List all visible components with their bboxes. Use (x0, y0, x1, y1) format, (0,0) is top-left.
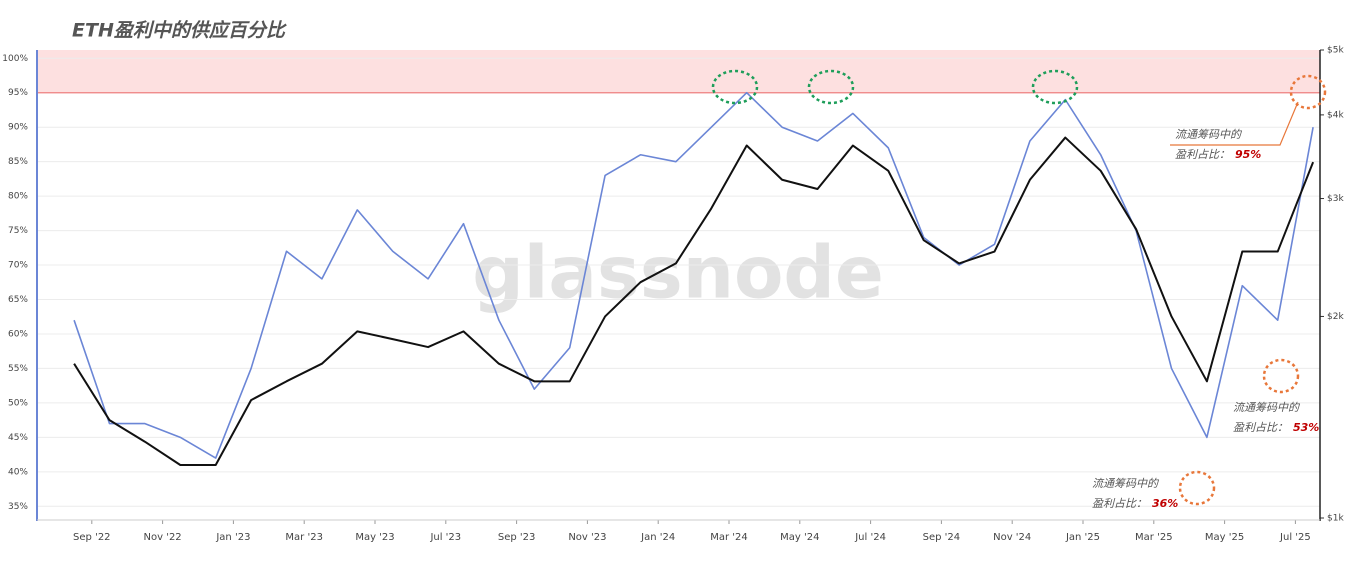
y-tick-label: 90% (8, 123, 28, 133)
x-tick-label: May '23 (355, 532, 394, 543)
x-tick-label: Nov '23 (568, 532, 606, 543)
x-tick-label: Nov '22 (144, 532, 182, 543)
y-tick-label: 35% (8, 502, 28, 512)
y-tick-label: 50% (8, 398, 28, 408)
x-tick-label: May '25 (1205, 532, 1244, 543)
line-series (73, 91, 1314, 459)
y2-tick-label: $5k (1327, 46, 1344, 56)
x-tick-label: Jul '24 (854, 532, 886, 543)
peak-circle (1031, 69, 1079, 105)
x-tick-label: Jan '25 (1065, 532, 1100, 543)
annotation-text: 盈利占比： (1092, 497, 1147, 510)
x-tick-label: Nov '24 (993, 532, 1031, 543)
threshold-band (37, 50, 1320, 93)
annotation-circle (1262, 358, 1300, 394)
peak-circle (711, 69, 759, 105)
annotation-circle (1289, 74, 1327, 110)
annotation-circle (1178, 470, 1216, 506)
y-tick-label: 55% (8, 364, 28, 374)
annotation-text: 流通筹码中的 (1233, 401, 1301, 414)
x-tick-label: Jan '23 (215, 532, 250, 543)
y-tick-label: 75% (8, 226, 28, 236)
y-tick-label: 65% (8, 295, 28, 305)
annotation-value: 36% (1152, 497, 1178, 510)
chart-title: ETH盈利中的供应百分比 (72, 20, 287, 42)
watermark: glassnode (472, 231, 884, 315)
y-tick-label: 60% (8, 329, 28, 339)
x-tick-label: May '24 (780, 532, 819, 543)
x-tick-label: Jul '23 (429, 532, 461, 543)
x-tick-label: Sep '22 (73, 532, 111, 543)
y2-tick-label: $3k (1327, 194, 1344, 204)
annotation-value: 53% (1293, 421, 1319, 434)
y-tick-label: 95% (8, 88, 28, 98)
x-tick-label: Jan '24 (640, 532, 675, 543)
x-tick-label: Mar '23 (285, 532, 323, 543)
annotation-text: 盈利占比： (1175, 148, 1230, 161)
x-tick-label: Sep '24 (923, 532, 961, 543)
x-tick-label: Sep '23 (498, 532, 536, 543)
x-tick-label: Jul '25 (1279, 532, 1311, 543)
y-tick-label: 40% (8, 467, 28, 477)
x-tick-label: Mar '24 (710, 532, 748, 543)
annotation-value: 95% (1235, 148, 1261, 161)
y-tick-label: 85% (8, 157, 28, 167)
annotation-text: 流通筹码中的 (1092, 477, 1160, 490)
y-tick-label: 45% (8, 433, 28, 443)
x-tick-label: Mar '25 (1135, 532, 1173, 543)
annotation-text: 流通筹码中的 (1175, 128, 1243, 141)
y-tick-label: 80% (8, 192, 28, 202)
y2-tick-label: $1k (1327, 514, 1344, 524)
y-tick-label: 70% (8, 261, 28, 271)
line-series (73, 136, 1315, 466)
annotation-text: 盈利占比： (1233, 421, 1288, 434)
y-tick-label: 100% (2, 54, 28, 64)
y2-tick-label: $2k (1327, 312, 1344, 322)
y2-tick-label: $4k (1327, 110, 1344, 120)
annotation-arrow (1170, 101, 1299, 146)
peak-circle (807, 69, 855, 105)
